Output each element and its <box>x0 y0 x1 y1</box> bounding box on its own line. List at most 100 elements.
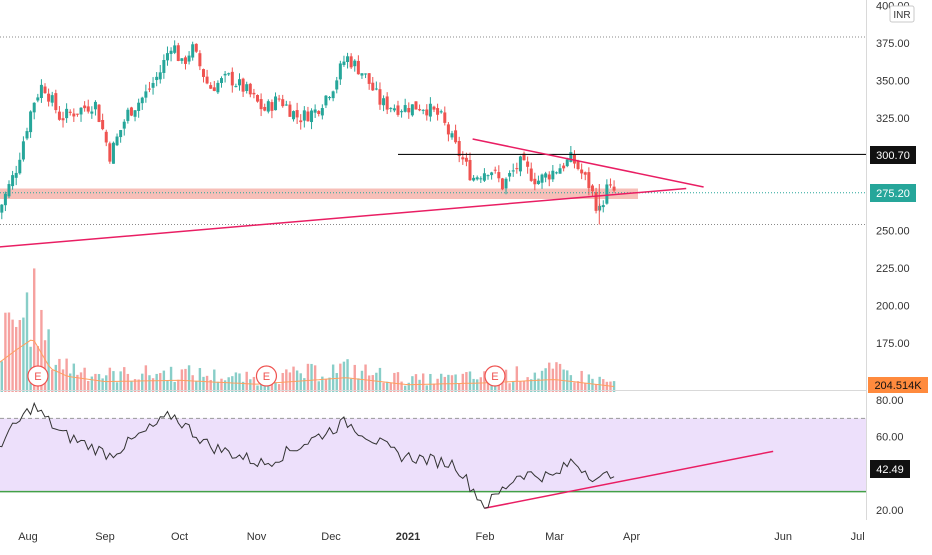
candle <box>219 76 223 88</box>
candle <box>403 98 407 113</box>
candle-body <box>324 95 328 106</box>
candle <box>245 81 249 94</box>
volume-bar <box>76 374 79 392</box>
resistance-badge: 300.70 <box>870 146 916 164</box>
candle <box>410 104 414 117</box>
volume-bar <box>285 369 288 392</box>
candle <box>176 42 180 62</box>
candle-body <box>310 110 314 123</box>
candle-body <box>335 80 339 90</box>
candle-body <box>140 97 144 104</box>
volume-bar <box>216 381 220 392</box>
rsi-axis[interactable]: 80.00 60.00 20.00 <box>876 395 904 517</box>
candle <box>155 72 159 87</box>
candle-body <box>97 104 101 122</box>
candle <box>590 184 594 197</box>
candle-body <box>252 92 256 95</box>
currency-badge[interactable]: INR <box>889 5 915 23</box>
candle-body <box>155 76 159 81</box>
price-tick-label: 175.00 <box>876 338 910 350</box>
volume-bar <box>256 385 259 392</box>
volume-bar <box>7 312 11 392</box>
candle <box>356 55 360 75</box>
candle <box>446 122 450 142</box>
candle-body <box>382 98 386 106</box>
volume-bar <box>18 320 22 392</box>
candle-body <box>83 105 87 109</box>
candle <box>522 151 526 161</box>
candle <box>324 95 328 109</box>
volume-bar <box>15 326 18 392</box>
candle-body <box>194 43 198 52</box>
candle-body <box>587 172 591 189</box>
candle <box>72 108 76 122</box>
rsi-tick-label: 80.00 <box>876 395 904 407</box>
volume-bar <box>317 381 320 392</box>
price-tick-label: 325.00 <box>876 113 910 125</box>
candle-body <box>158 72 162 80</box>
candle <box>374 81 378 91</box>
candle-body <box>126 109 130 121</box>
candle-body <box>129 107 133 116</box>
candle <box>288 101 292 117</box>
candle-body <box>90 111 94 114</box>
candle <box>29 110 33 138</box>
earnings-marker[interactable]: E <box>255 365 278 387</box>
candle-body <box>601 205 605 208</box>
candle-body <box>367 73 371 84</box>
volume-bar <box>605 381 609 392</box>
candle <box>320 104 324 120</box>
candle-body <box>522 153 526 161</box>
candle-body <box>364 73 368 75</box>
candle <box>407 102 411 119</box>
candle <box>32 102 36 120</box>
candle <box>454 124 458 144</box>
candle-body <box>396 105 400 115</box>
candle-body <box>165 53 169 61</box>
time-axis[interactable]: Aug Sep Oct Nov Dec 2021 Feb Mar Apr Jun Jul <box>18 531 864 543</box>
candle-body <box>320 108 324 116</box>
candle <box>472 175 476 182</box>
volume-bar <box>400 381 403 392</box>
volume-bar <box>504 369 508 392</box>
volume-bar <box>609 381 612 392</box>
candle <box>580 163 584 180</box>
earnings-marker[interactable]: E <box>27 365 49 387</box>
volume-bar <box>65 358 68 392</box>
candle <box>187 51 191 65</box>
volume-bar <box>83 367 86 392</box>
earnings-marker[interactable]: E <box>484 365 506 387</box>
candle <box>147 81 151 93</box>
candle <box>133 110 137 122</box>
volume-bar <box>551 368 555 392</box>
candle-body <box>248 83 252 95</box>
candle-body <box>346 56 350 62</box>
candle <box>277 94 281 102</box>
candle <box>443 106 447 126</box>
candle <box>302 106 306 128</box>
volume-bar <box>220 378 223 392</box>
volume-bar <box>187 365 191 392</box>
candle <box>594 187 598 214</box>
candle <box>238 73 242 91</box>
candle <box>191 41 195 61</box>
volume-bar <box>101 378 104 392</box>
candle <box>349 53 353 70</box>
candle-body <box>173 45 177 53</box>
candle-body <box>54 93 58 111</box>
candle-body <box>443 112 447 123</box>
volume-bar <box>508 383 511 392</box>
volume-bar <box>137 379 140 392</box>
volume-bar <box>58 358 61 392</box>
candle-body <box>122 121 126 129</box>
volume-bar <box>421 373 425 392</box>
volume-bar <box>198 368 202 392</box>
volume-bar <box>151 378 155 392</box>
candle-body <box>428 103 432 117</box>
candle <box>526 156 530 174</box>
candle-body <box>360 73 364 76</box>
candle <box>554 171 558 175</box>
earnings-marker-label: E <box>263 371 270 383</box>
rsi-tick-label: 60.00 <box>876 432 904 444</box>
